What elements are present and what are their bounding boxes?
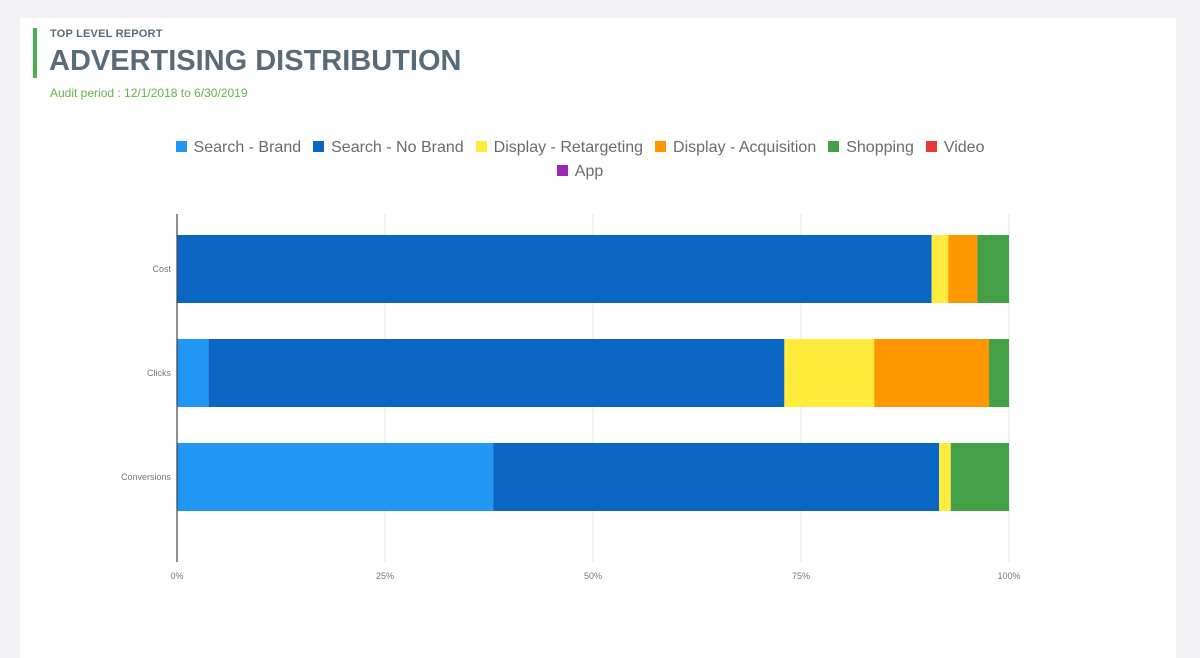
bar-segment xyxy=(784,339,875,407)
legend-swatch xyxy=(175,141,187,152)
legend-item: Search - No Brand xyxy=(313,136,464,160)
legend-label: Display - Retargeting xyxy=(493,139,644,156)
y-category-label: Clicks xyxy=(147,368,171,378)
legend-item: Video xyxy=(925,136,985,160)
x-tick-label: 100% xyxy=(997,571,1020,581)
legend-item: Shopping xyxy=(828,136,914,160)
bar-segment xyxy=(177,339,209,407)
legend-swatch xyxy=(313,141,325,152)
bar-segment xyxy=(950,443,1009,511)
legend-label: Shopping xyxy=(846,139,914,156)
bar-segment xyxy=(177,443,494,511)
report-card xyxy=(20,18,1176,658)
bar-segment xyxy=(989,339,1009,407)
legend-label: Search - Brand xyxy=(193,139,302,156)
bar-segment xyxy=(939,443,951,511)
legend-item: App xyxy=(556,160,604,184)
legend-item: Display - Acquisition xyxy=(655,136,816,160)
legend-label: Display - Acquisition xyxy=(673,139,817,156)
bar-segment xyxy=(208,339,785,407)
bar-segment xyxy=(493,443,940,511)
bar-segment xyxy=(177,235,932,303)
legend-swatch xyxy=(925,141,937,152)
legend-label: Search - No Brand xyxy=(331,139,464,156)
bar-segment xyxy=(948,235,978,303)
bar-segment xyxy=(931,235,949,303)
x-tick-label: 25% xyxy=(376,571,394,581)
x-tick-label: 0% xyxy=(170,571,183,581)
legend-swatch xyxy=(475,141,487,152)
legend-swatch xyxy=(828,141,840,152)
bar-segment xyxy=(977,235,1009,303)
x-tick-label: 75% xyxy=(792,571,810,581)
page-title: ADVERTISING DISTRIBUTION xyxy=(49,45,462,77)
audit-period: Audit period : 12/1/2018 to 6/30/2019 xyxy=(50,86,248,100)
legend-swatch xyxy=(655,141,667,152)
legend-swatch xyxy=(556,165,568,176)
legend-item: Display - Retargeting xyxy=(475,136,644,160)
y-category-label: Conversions xyxy=(121,472,172,482)
legend-item: Search - Brand xyxy=(175,136,302,160)
y-category-label: Cost xyxy=(152,264,171,274)
x-tick-label: 50% xyxy=(584,571,602,581)
bar-segment xyxy=(874,339,990,407)
header-accent-bar xyxy=(33,28,37,78)
report-eyebrow: TOP LEVEL REPORT xyxy=(50,28,163,40)
chart-legend: Search - Brand Search - No Brand Display -… xyxy=(100,136,1060,184)
legend-label: App xyxy=(574,163,604,180)
legend-label: Video xyxy=(943,139,985,156)
